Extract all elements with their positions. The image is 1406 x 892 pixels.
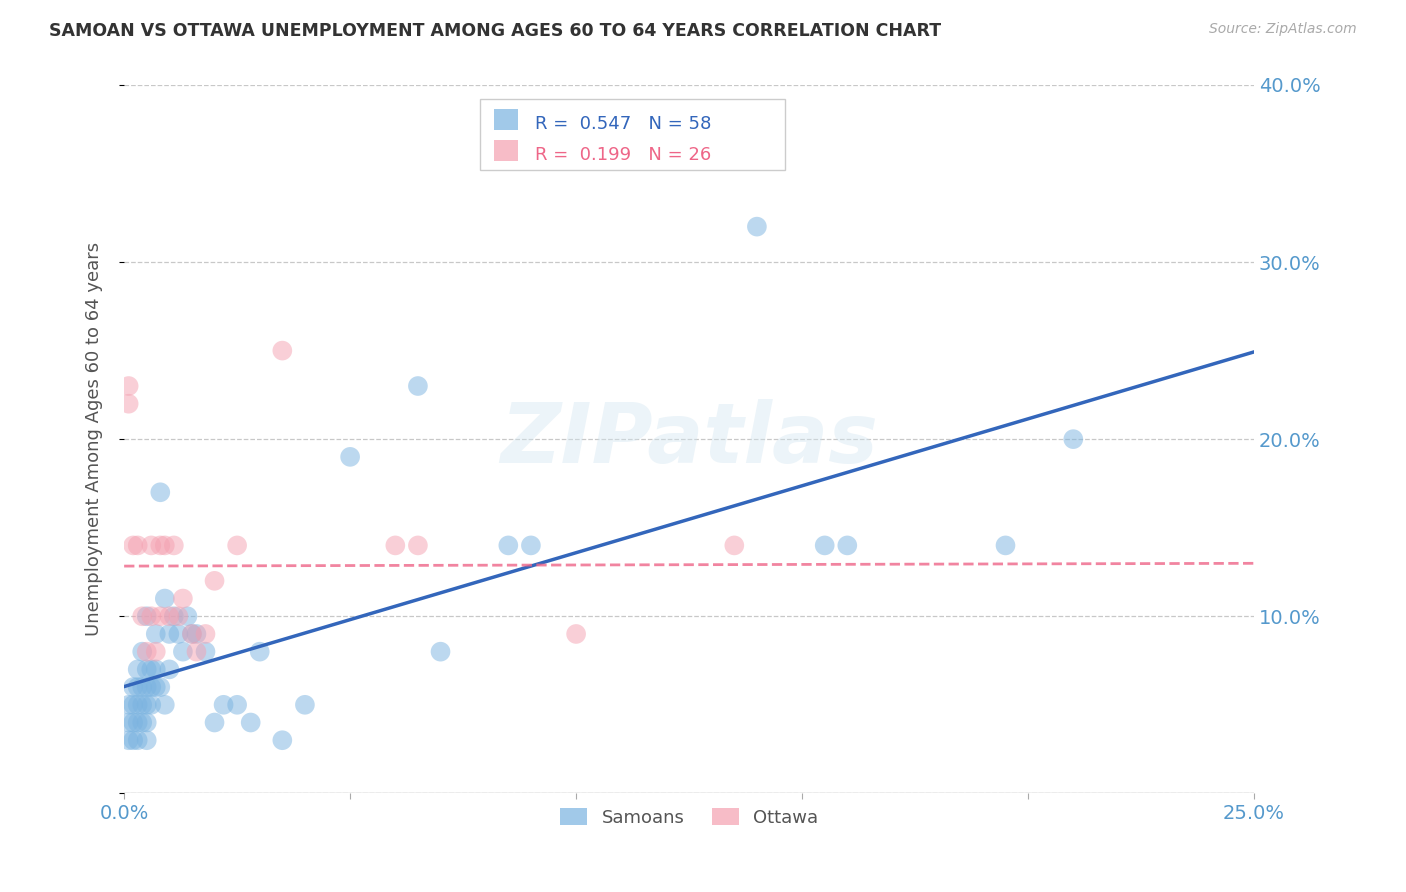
Point <box>186 627 208 641</box>
Point <box>181 627 204 641</box>
Point <box>127 538 149 552</box>
Point <box>127 698 149 712</box>
Text: SAMOAN VS OTTAWA UNEMPLOYMENT AMONG AGES 60 TO 64 YEARS CORRELATION CHART: SAMOAN VS OTTAWA UNEMPLOYMENT AMONG AGES… <box>49 22 942 40</box>
Point <box>429 645 451 659</box>
Point <box>131 698 153 712</box>
Point <box>226 538 249 552</box>
Point <box>141 538 163 552</box>
Point <box>127 715 149 730</box>
Point <box>141 698 163 712</box>
Point <box>186 645 208 659</box>
Point <box>153 698 176 712</box>
Point <box>149 485 172 500</box>
Point <box>135 609 157 624</box>
Point <box>131 715 153 730</box>
Legend: Samoans, Ottawa: Samoans, Ottawa <box>553 801 825 834</box>
Point <box>122 680 145 694</box>
Point <box>135 715 157 730</box>
FancyBboxPatch shape <box>479 99 785 170</box>
Text: R =  0.547   N = 58: R = 0.547 N = 58 <box>536 115 711 133</box>
Point <box>127 680 149 694</box>
Point <box>814 538 837 552</box>
Point <box>239 715 262 730</box>
FancyBboxPatch shape <box>494 110 519 129</box>
Point <box>837 538 859 552</box>
Point <box>135 680 157 694</box>
Point <box>118 397 141 411</box>
Point <box>145 645 167 659</box>
Point <box>294 698 316 712</box>
Point <box>122 715 145 730</box>
Point <box>181 627 204 641</box>
Point <box>163 609 186 624</box>
Point <box>157 627 180 641</box>
Point <box>520 538 543 552</box>
Point <box>131 680 153 694</box>
Point <box>384 538 406 552</box>
Point <box>167 609 190 624</box>
Point <box>723 538 745 552</box>
Point <box>406 538 429 552</box>
Point <box>118 715 141 730</box>
Point <box>994 538 1017 552</box>
Point <box>194 627 217 641</box>
Point <box>271 733 294 747</box>
Point <box>122 733 145 747</box>
Point <box>271 343 294 358</box>
Point <box>149 680 172 694</box>
Point <box>1062 432 1084 446</box>
Point <box>149 609 172 624</box>
Point <box>406 379 429 393</box>
Point <box>194 645 217 659</box>
Point <box>135 662 157 676</box>
Point <box>145 662 167 676</box>
Point <box>145 627 167 641</box>
Point <box>204 574 226 588</box>
Point <box>141 680 163 694</box>
Point <box>172 645 194 659</box>
Point <box>167 627 190 641</box>
FancyBboxPatch shape <box>494 140 519 161</box>
Text: ZIPatlas: ZIPatlas <box>501 399 879 480</box>
Point <box>176 609 198 624</box>
Point <box>226 698 249 712</box>
Text: Source: ZipAtlas.com: Source: ZipAtlas.com <box>1209 22 1357 37</box>
Point <box>118 698 141 712</box>
Point <box>127 662 149 676</box>
Point <box>122 538 145 552</box>
Point <box>131 609 153 624</box>
Point <box>498 538 520 552</box>
Point <box>131 645 153 659</box>
Point <box>145 680 167 694</box>
Y-axis label: Unemployment Among Ages 60 to 64 years: Unemployment Among Ages 60 to 64 years <box>86 242 103 636</box>
Point <box>141 609 163 624</box>
Point <box>153 538 176 552</box>
Text: R =  0.199   N = 26: R = 0.199 N = 26 <box>536 146 711 164</box>
Point <box>204 715 226 730</box>
Point <box>212 698 235 712</box>
Point <box>157 609 180 624</box>
Point <box>135 733 157 747</box>
Point <box>118 733 141 747</box>
Point <box>565 627 588 641</box>
Point <box>153 591 176 606</box>
Point <box>135 698 157 712</box>
Point <box>135 645 157 659</box>
Point <box>157 662 180 676</box>
Point <box>163 538 186 552</box>
Point <box>249 645 271 659</box>
Point <box>172 591 194 606</box>
Point <box>149 538 172 552</box>
Point <box>745 219 768 234</box>
Point <box>118 379 141 393</box>
Point <box>127 733 149 747</box>
Point <box>122 698 145 712</box>
Point <box>339 450 361 464</box>
Point <box>141 662 163 676</box>
